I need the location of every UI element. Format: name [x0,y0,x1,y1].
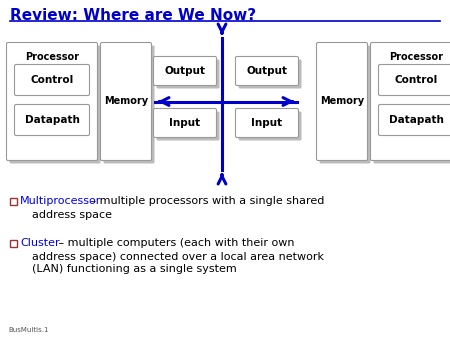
FancyBboxPatch shape [104,46,154,164]
FancyBboxPatch shape [320,46,370,164]
FancyBboxPatch shape [18,68,93,98]
FancyBboxPatch shape [9,46,100,164]
Text: Control: Control [394,75,437,85]
Text: Processor: Processor [25,52,79,62]
FancyBboxPatch shape [382,107,450,139]
FancyBboxPatch shape [382,68,450,98]
FancyBboxPatch shape [374,46,450,164]
Text: Control: Control [31,75,74,85]
Text: – multiple computers (each with their own: – multiple computers (each with their ow… [55,239,294,248]
Text: BusMultis.1: BusMultis.1 [8,327,49,333]
FancyBboxPatch shape [238,112,302,141]
Text: Memory: Memory [320,97,364,106]
Text: Output: Output [165,66,206,76]
FancyBboxPatch shape [378,104,450,136]
Text: Review: Where are We Now?: Review: Where are We Now? [10,8,256,23]
FancyBboxPatch shape [100,43,152,161]
Bar [10,240,17,247]
Text: Input: Input [252,118,283,128]
FancyBboxPatch shape [153,56,216,86]
Text: Cluster: Cluster [20,239,59,248]
Text: Datapath: Datapath [25,115,80,125]
Text: (LAN) functioning as a single system: (LAN) functioning as a single system [32,265,237,274]
FancyBboxPatch shape [6,43,98,161]
FancyBboxPatch shape [14,104,90,136]
FancyBboxPatch shape [235,56,298,86]
Text: address space: address space [32,210,112,219]
FancyBboxPatch shape [18,107,93,139]
Text: Input: Input [170,118,201,128]
Text: address space) connected over a local area network: address space) connected over a local ar… [32,251,324,262]
Text: Processor: Processor [389,52,443,62]
FancyBboxPatch shape [235,108,298,138]
FancyBboxPatch shape [14,65,90,96]
FancyBboxPatch shape [238,59,302,89]
Text: Memory: Memory [104,97,148,106]
FancyBboxPatch shape [153,108,216,138]
FancyBboxPatch shape [370,43,450,161]
FancyBboxPatch shape [157,112,220,141]
Text: – multiple processors with a single shared: – multiple processors with a single shar… [87,196,324,207]
Text: Datapath: Datapath [388,115,443,125]
FancyBboxPatch shape [378,65,450,96]
FancyBboxPatch shape [157,59,220,89]
FancyBboxPatch shape [316,43,368,161]
Text: Output: Output [247,66,288,76]
Bar [10,198,17,205]
Text: Multiprocessor: Multiprocessor [20,196,101,207]
